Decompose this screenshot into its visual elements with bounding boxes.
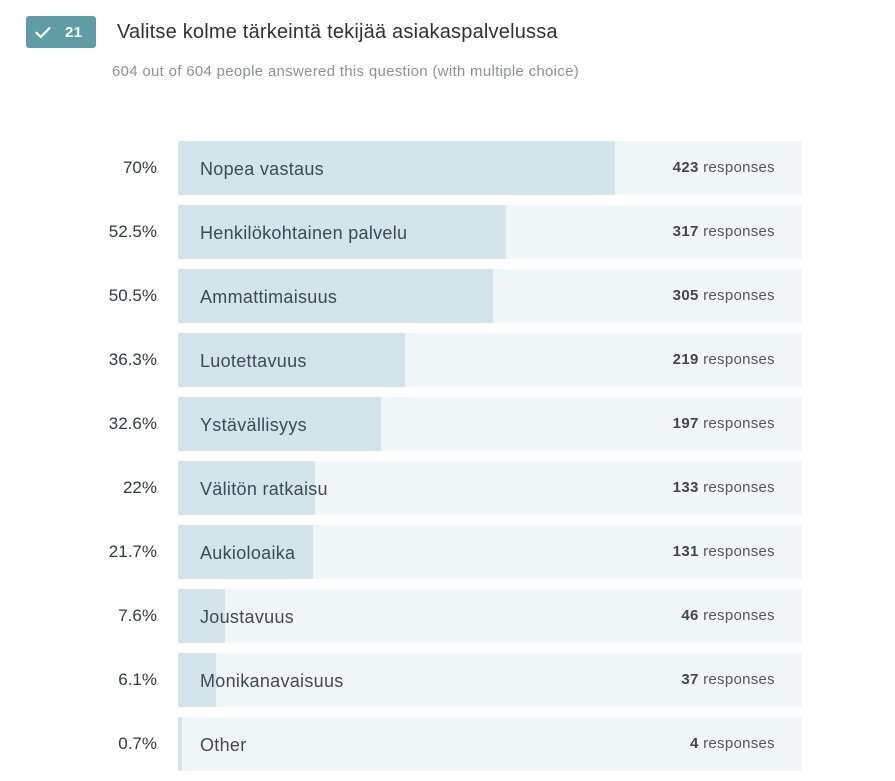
result-row: 0.7% Other 4 responses [0, 717, 895, 781]
response-count: 46 [681, 607, 699, 624]
result-percent: 6.1% [118, 670, 157, 689]
response-count: 197 [672, 415, 699, 432]
result-bar-fill [178, 141, 615, 195]
result-responses: 197 responses [673, 397, 775, 451]
responses-word: responses [703, 607, 775, 624]
result-row: 32.6% Ystävällisyys 197 responses [0, 397, 895, 461]
result-bar-fill [178, 461, 316, 515]
result-bar-fill [178, 333, 405, 387]
responses-word: responses [703, 415, 775, 432]
responses-word: responses [703, 671, 775, 688]
result-responses: 4 responses [690, 717, 775, 771]
answer-summary: 604 out of 604 people answered this ques… [112, 63, 580, 80]
result-bar-fill [178, 717, 183, 771]
result-option-label: Luotettavuus [200, 351, 307, 371]
result-option-label: Monikanavaisuus [200, 671, 344, 691]
result-responses: 133 responses [673, 461, 775, 515]
result-bar-fill [178, 205, 506, 259]
result-option-label: Aukioloaika [200, 543, 296, 563]
result-bar-fill [178, 589, 226, 643]
result-option-label: Nopea vastaus [200, 159, 324, 179]
result-responses: 317 responses [673, 205, 775, 259]
responses-word: responses [703, 223, 775, 240]
responses-word: responses [703, 351, 775, 368]
result-percent: 7.6% [118, 606, 157, 625]
response-count: 133 [672, 479, 699, 496]
question-title: Valitse kolme tärkeintä tekijää asiakasp… [117, 20, 558, 43]
result-bar: Nopea vastaus 423 responses [178, 141, 802, 195]
result-bar: Ystävällisyys 197 responses [178, 397, 802, 451]
response-count: 317 [672, 223, 699, 240]
result-row: 70% Nopea vastaus 423 responses [0, 141, 895, 205]
responses-word: responses [703, 287, 775, 304]
result-bar-fill [178, 397, 382, 451]
result-bar-fill [178, 525, 314, 579]
result-percent: 21.7% [108, 542, 157, 561]
response-count: 37 [681, 671, 699, 688]
result-percent: 70% [122, 158, 157, 177]
result-row: 52.5% Henkilökohtainen palvelu 317 respo… [0, 205, 895, 269]
response-count: 423 [672, 159, 699, 176]
responses-word: responses [703, 735, 775, 752]
check-icon [35, 26, 51, 39]
result-responses: 423 responses [673, 141, 775, 195]
result-bar: Välitön ratkaisu 133 responses [178, 461, 802, 515]
result-row: 21.7% Aukioloaika 131 responses [0, 525, 895, 589]
result-bar: Joustavuus 46 responses [178, 589, 802, 643]
result-bar: Aukioloaika 131 responses [178, 525, 802, 579]
result-percent: 0.7% [118, 734, 157, 753]
result-row: 36.3% Luotettavuus 219 responses [0, 333, 895, 397]
result-row: 6.1% Monikanavaisuus 37 responses [0, 653, 895, 717]
result-option-label: Välitön ratkaisu [200, 479, 328, 499]
result-percent: 32.6% [108, 414, 157, 433]
result-row: 50.5% Ammattimaisuus 305 responses [0, 269, 895, 333]
result-percent: 36.3% [108, 350, 157, 369]
result-bar: Ammattimaisuus 305 responses [178, 269, 802, 323]
question-number: 21 [65, 23, 83, 41]
result-responses: 219 responses [673, 333, 775, 387]
result-option-label: Joustavuus [200, 607, 295, 627]
result-option-label: Other [200, 735, 247, 755]
question-header: 21 Valitse kolme tärkeintä tekijää asiak… [26, 16, 558, 48]
result-bar: Luotettavuus 219 responses [178, 333, 802, 387]
result-row: 22% Välitön ratkaisu 133 responses [0, 461, 895, 525]
result-option-label: Henkilökohtainen palvelu [200, 223, 408, 243]
responses-word: responses [703, 543, 775, 560]
result-option-label: Ystävällisyys [200, 415, 307, 435]
result-bar: Other 4 responses [178, 717, 802, 771]
result-percent: 50.5% [108, 286, 157, 305]
responses-word: responses [703, 159, 775, 176]
result-option-label: Ammattimaisuus [200, 287, 338, 307]
response-count: 131 [672, 543, 699, 560]
result-responses: 37 responses [681, 653, 775, 707]
results-list: 70% Nopea vastaus 423 responses 52.5% He… [0, 141, 895, 781]
response-count: 219 [672, 351, 699, 368]
result-bar-fill [178, 269, 494, 323]
response-count: 305 [672, 287, 699, 304]
result-bar: Monikanavaisuus 37 responses [178, 653, 802, 707]
responses-word: responses [703, 479, 775, 496]
result-bar: Henkilökohtainen palvelu 317 responses [178, 205, 802, 259]
result-bar-fill [178, 653, 217, 707]
result-responses: 305 responses [673, 269, 775, 323]
result-percent: 22% [122, 478, 157, 497]
result-responses: 131 responses [673, 525, 775, 579]
result-row: 7.6% Joustavuus 46 responses [0, 589, 895, 653]
question-badge: 21 [26, 16, 96, 48]
response-count: 4 [689, 735, 699, 752]
result-responses: 46 responses [681, 589, 775, 643]
result-percent: 52.5% [108, 222, 157, 241]
